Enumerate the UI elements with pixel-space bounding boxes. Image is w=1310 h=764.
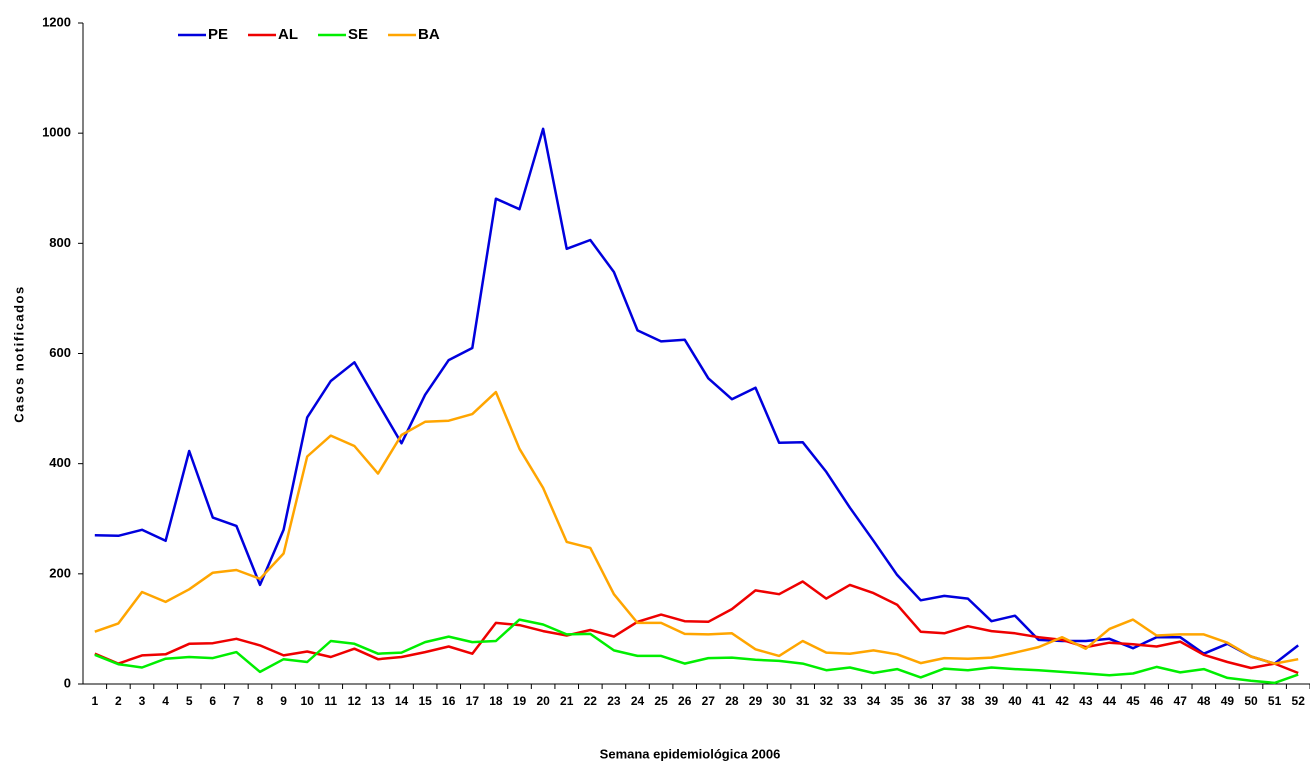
y-tick-label: 600 [49,345,71,360]
x-tick-label: 5 [186,694,193,708]
x-tick-label: 17 [466,694,480,708]
y-tick-label: 800 [49,235,71,250]
y-tick-label: 400 [49,455,71,470]
x-tick-label: 12 [348,694,362,708]
x-tick-label: 44 [1103,694,1117,708]
legend-label: SE [348,26,368,43]
x-tick-label: 13 [371,694,385,708]
x-tick-label: 48 [1197,694,1211,708]
x-tick-label: 10 [300,694,314,708]
x-tick-label: 21 [560,694,574,708]
x-tick-label: 16 [442,694,456,708]
x-tick-label: 23 [607,694,621,708]
x-tick-label: 28 [725,694,739,708]
x-tick-label: 49 [1221,694,1235,708]
x-tick-label: 36 [914,694,928,708]
x-tick-label: 22 [584,694,598,708]
x-tick-label: 2 [115,694,122,708]
legend-label: PE [208,26,228,43]
x-tick-label: 9 [280,694,287,708]
x-tick-label: 42 [1056,694,1070,708]
x-tick-label: 7 [233,694,240,708]
x-tick-label: 38 [961,694,975,708]
line-series [94,390,1299,665]
x-tick-label: 4 [162,694,169,708]
x-tick-label: 3 [139,694,146,708]
x-tick-label: 1 [91,694,98,708]
x-tick-label: 41 [1032,694,1046,708]
y-tick-label: 1000 [42,125,71,140]
x-tick-label: 32 [820,694,834,708]
x-tick-label: 24 [631,694,645,708]
x-tick-label: 37 [938,694,952,708]
x-tick-label: 46 [1150,694,1164,708]
legend-label: AL [278,26,298,43]
x-tick-label: 31 [796,694,810,708]
legend-label: BA [418,26,440,43]
x-tick-label: 39 [985,694,999,708]
x-tick-label: 25 [654,694,668,708]
x-tick-label: 52 [1292,694,1306,708]
y-axis-title: Casos notificados [11,285,26,422]
x-tick-label: 35 [890,694,904,708]
x-tick-label: 27 [702,694,716,708]
x-tick-label: 51 [1268,694,1282,708]
x-tick-label: 30 [772,694,786,708]
line-series [94,618,1299,685]
x-tick-label: 45 [1126,694,1140,708]
x-tick-label: 26 [678,694,692,708]
x-tick-label: 33 [843,694,857,708]
line-series [94,127,1299,665]
x-tick-label: 8 [257,694,264,708]
x-tick-label: 20 [536,694,550,708]
x-tick-label: 14 [395,694,409,708]
x-tick-label: 19 [513,694,527,708]
x-tick-label: 34 [867,694,881,708]
y-tick-label: 200 [49,565,71,580]
x-tick-label: 43 [1079,694,1093,708]
x-tick-label: 29 [749,694,763,708]
y-tick-label: 0 [64,675,71,690]
x-tick-label: 6 [209,694,216,708]
x-tick-label: 47 [1174,694,1188,708]
x-axis-title: Semana epidemiológica 2006 [600,746,781,761]
line-series [94,580,1299,675]
y-tick-label: 1200 [42,14,71,29]
x-tick-label: 40 [1008,694,1022,708]
x-tick-label: 15 [418,694,432,708]
x-tick-label: 18 [489,694,503,708]
x-tick-label: 50 [1244,694,1258,708]
x-tick-label: 11 [324,694,337,708]
